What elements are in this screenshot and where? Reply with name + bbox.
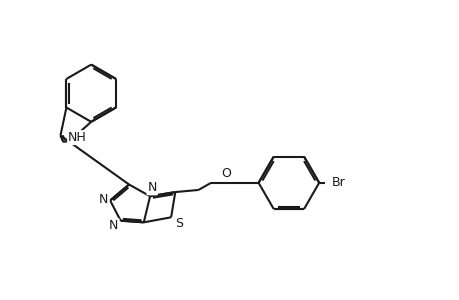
Text: S: S <box>174 217 182 230</box>
Text: N: N <box>109 219 118 232</box>
Text: NH: NH <box>68 131 87 144</box>
Text: O: O <box>221 167 231 180</box>
Text: N: N <box>99 193 108 206</box>
Text: Br: Br <box>331 176 345 189</box>
Text: N: N <box>147 182 157 194</box>
